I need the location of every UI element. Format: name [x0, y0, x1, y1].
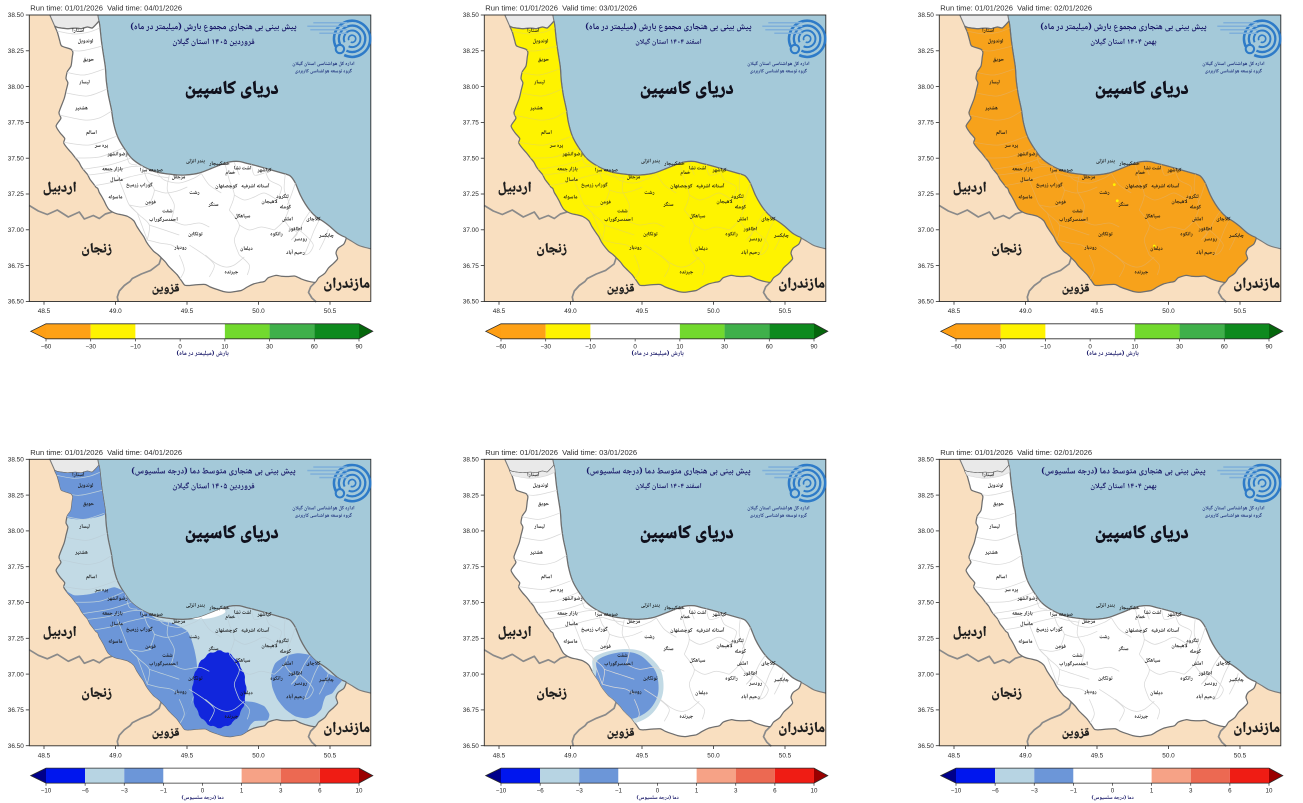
svg-text:Run time: 01/01/2026 Valid ti: Run time: 01/01/2026 Valid time: 03/01/2… [485, 448, 637, 457]
svg-text:Run time: 01/01/2026 Valid ti: Run time: 01/01/2026 Valid time: 04/01/2… [30, 4, 182, 13]
svg-text:Run time: 01/01/2026 Valid ti: Run time: 01/01/2026 Valid time: 02/01/2… [940, 448, 1092, 457]
svg-text:Run time: 01/01/2026 Valid ti: Run time: 01/01/2026 Valid time: 03/01/2… [485, 4, 637, 13]
svg-text:Run time: 01/01/2026 Valid ti: Run time: 01/01/2026 Valid time: 02/01/2… [940, 4, 1092, 13]
svg-text:Run time: 01/01/2026 Valid ti: Run time: 01/01/2026 Valid time: 04/01/2… [30, 448, 182, 457]
